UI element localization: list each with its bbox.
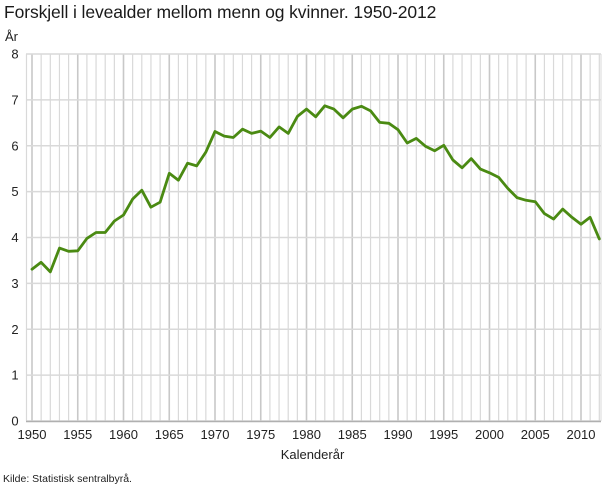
- y-tick-label: 5: [11, 184, 18, 199]
- y-tick-label: 0: [11, 414, 18, 429]
- x-tick-label: 1950: [18, 427, 47, 442]
- chart-title: Forskjell i levealder mellom menn og kvi…: [4, 2, 437, 22]
- y-tick-label: 2: [11, 322, 18, 337]
- x-tick-label: 1990: [384, 427, 413, 442]
- x-tick-label: 1960: [109, 427, 138, 442]
- y-tick-label: 1: [11, 368, 18, 383]
- x-tick-label: 1995: [429, 427, 458, 442]
- y-axis-unit-label: År: [5, 29, 18, 44]
- x-tick-label: 1970: [201, 427, 230, 442]
- y-tick-label: 4: [11, 230, 18, 245]
- gridlines: [25, 53, 602, 422]
- source-note: Kilde: Statistisk sentralbyrå.: [3, 473, 132, 485]
- series-line: [30, 104, 601, 274]
- x-axis-label: Kalenderår: [280, 447, 345, 462]
- x-tick-label: 1985: [338, 427, 367, 442]
- x-tick-label: 2010: [567, 427, 596, 442]
- x-tick-label: 1980: [292, 427, 321, 442]
- x-tick-label: 2000: [475, 427, 504, 442]
- y-tick-label: 7: [11, 92, 18, 107]
- y-tick-label: 8: [11, 47, 18, 62]
- x-tick-label: 1975: [246, 427, 275, 442]
- y-axis-ticks: 0 1 2 3 4 5 6 7 8: [11, 47, 18, 429]
- x-tick-label: 1965: [155, 427, 184, 442]
- y-tick-label: 3: [11, 276, 18, 291]
- x-tick-label: 1955: [63, 427, 92, 442]
- y-tick-label: 6: [11, 138, 18, 153]
- x-tick-label: 2005: [521, 427, 550, 442]
- x-axis-ticks: 1950 1955 1960 1965 1970 1975 1980 1985 1990 1995…: [18, 427, 596, 442]
